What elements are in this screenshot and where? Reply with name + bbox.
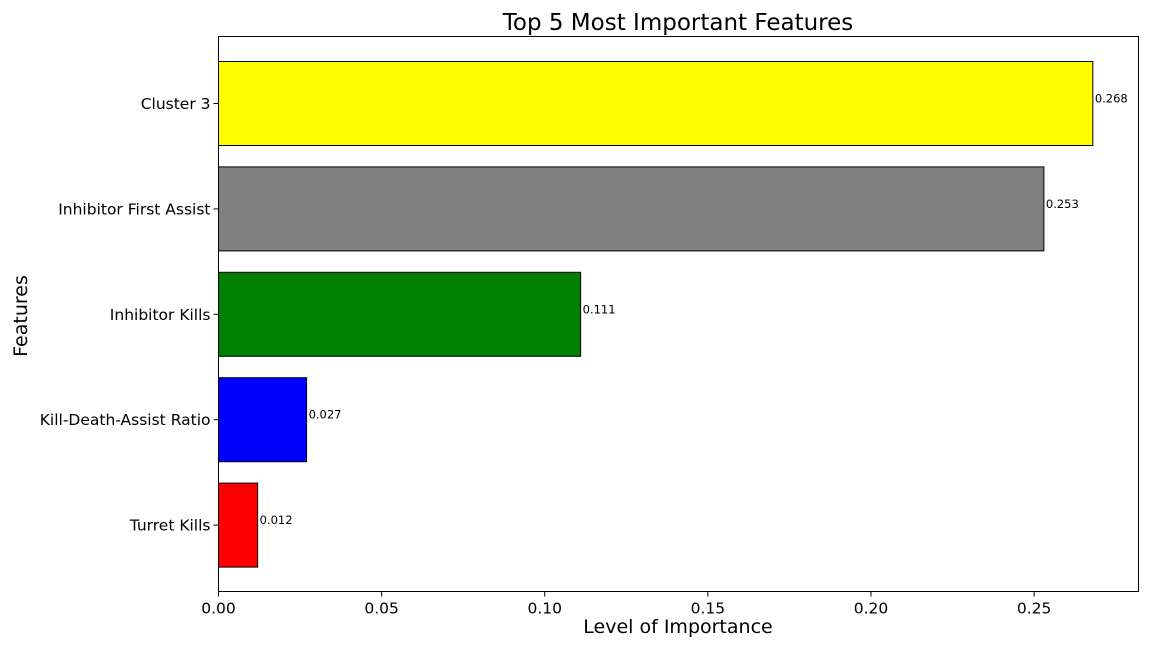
bars-group: [218, 61, 1094, 568]
bar-kill-death-assist-ratio: [218, 377, 308, 463]
data-label-inhibitor-kills: 0.111: [583, 302, 616, 316]
y-tick-label: Cluster 3: [141, 95, 211, 113]
x-tick-label: 0.15: [691, 600, 726, 618]
data-label-kill-death-assist-ratio: 0.027: [309, 408, 342, 422]
x-axis-label: Level of Importance: [583, 616, 772, 638]
x-tick-label: 0.10: [527, 600, 562, 618]
bar-cluster-3: [218, 61, 1094, 146]
y-tick-label: Inhibitor Kills: [110, 306, 211, 324]
x-tick-label: 0.05: [364, 600, 399, 618]
data-labels-group: 0.268 0.253 0.111 0.027 0.012: [260, 92, 1128, 528]
x-tick-label: 0.20: [854, 600, 889, 618]
y-axis-ticks: Cluster 3 Inhibitor First Assist Inhibitor…: [40, 95, 219, 535]
data-label-inhibitor-first-assist: 0.253: [1046, 197, 1079, 211]
x-tick-label: 0.25: [1017, 600, 1052, 618]
bar-inhibitor-first-assist: [218, 166, 1045, 252]
chart-title: Top 5 Most Important Features: [502, 10, 854, 36]
y-axis-label: Features: [10, 275, 32, 357]
data-label-turret-kills: 0.012: [260, 513, 293, 527]
plot-frame: [218, 36, 1139, 592]
bar-turret-kills: [218, 482, 259, 568]
bar-inhibitor-kills: [218, 271, 582, 357]
data-label-cluster-3: 0.268: [1095, 92, 1128, 106]
x-axis-ticks: 0.00 0.05 0.10 0.15 0.20 0.25: [201, 591, 1052, 618]
y-tick-label: Kill-Death-Assist Ratio: [40, 411, 211, 429]
y-tick-label: Inhibitor First Assist: [58, 200, 210, 218]
x-tick-label: 0.00: [201, 600, 236, 618]
y-tick-label: Turret Kills: [129, 517, 211, 535]
